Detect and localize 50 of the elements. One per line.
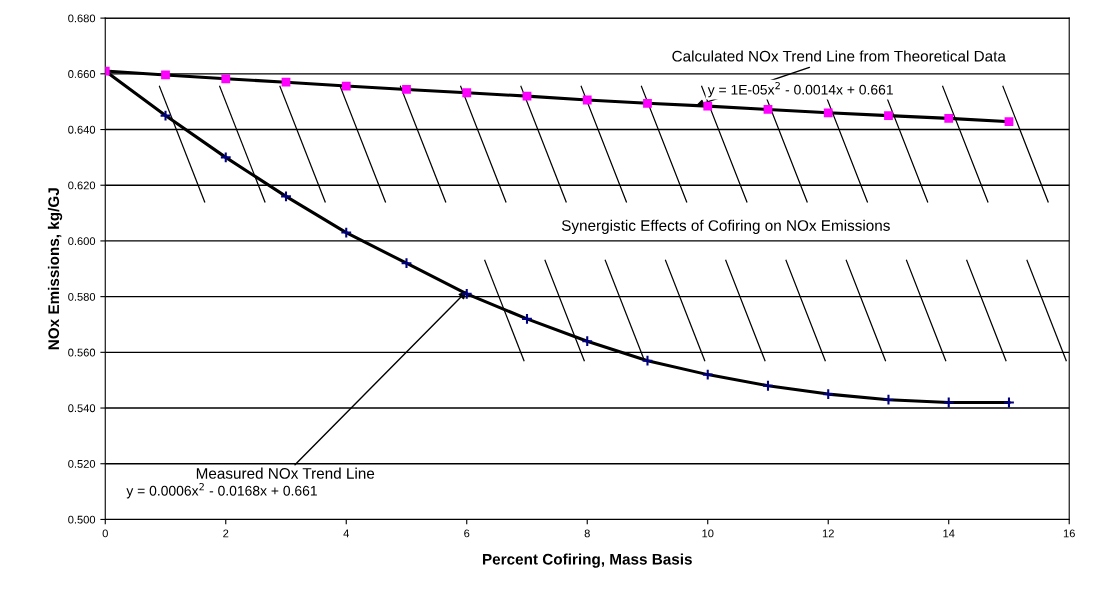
point	[462, 88, 472, 98]
point	[701, 368, 714, 381]
y-axis-title: NOx Emissions, kg/GJ	[47, 188, 63, 350]
x-tick-label: 10	[702, 529, 714, 538]
y-tick-label: 0.560	[68, 348, 96, 357]
point	[703, 101, 713, 111]
y-tick-label: 0.580	[68, 292, 96, 301]
point	[402, 85, 411, 94]
point	[823, 108, 833, 118]
y-tick-label: 0.660	[68, 70, 96, 78]
point	[219, 151, 232, 164]
point	[1003, 396, 1015, 409]
x-tick-label: 16	[1063, 529, 1075, 538]
annotation: Synergistic Effects of Cofiring on NOx Emissions	[561, 219, 890, 234]
y-tick-label: 0.540	[68, 404, 96, 413]
point	[643, 98, 652, 108]
point	[882, 393, 895, 406]
point	[762, 379, 774, 392]
annotation: Measured NOx Trend Line	[196, 467, 375, 479]
x-tick-label: 12	[822, 529, 834, 538]
point	[641, 354, 654, 367]
x-tick-label: 6	[464, 529, 470, 538]
point	[341, 81, 351, 91]
y-tick-label: 0.680	[68, 14, 96, 23]
point	[763, 105, 773, 114]
point	[340, 226, 353, 239]
point	[582, 95, 592, 105]
point	[161, 70, 170, 80]
annotation: Calculated NOx Trend Line from Theoretical Data	[672, 50, 1006, 62]
y-tick-label: 0.520	[68, 460, 96, 468]
x-tick-label: 14	[943, 529, 955, 538]
point	[944, 113, 954, 123]
y-tick-label: 0.500	[68, 515, 96, 524]
point	[280, 190, 292, 203]
annotation: y = 1E-05x$^{2}$ - 0.0014x + 0.661	[707, 81, 893, 98]
point	[221, 74, 231, 84]
point	[159, 109, 172, 122]
point	[942, 396, 955, 409]
x-tick-label: 8	[584, 529, 590, 538]
annotation: y = 0.0006x$^{2}$ - 0.0168x + 0.661	[126, 483, 317, 499]
x-axis-title: Percent Cofiring, Mass Basis	[482, 553, 692, 568]
y-tick-label: 0.620	[68, 181, 96, 190]
y-tick-label: 0.640	[68, 125, 96, 134]
point	[281, 77, 291, 87]
x-tick-label: 4	[343, 529, 350, 538]
x-tick-label: 2	[223, 529, 229, 538]
y-tick-label: 0.600	[68, 237, 96, 246]
point	[1004, 117, 1014, 127]
point	[884, 111, 893, 120]
x-tick-label: 0	[102, 529, 108, 538]
